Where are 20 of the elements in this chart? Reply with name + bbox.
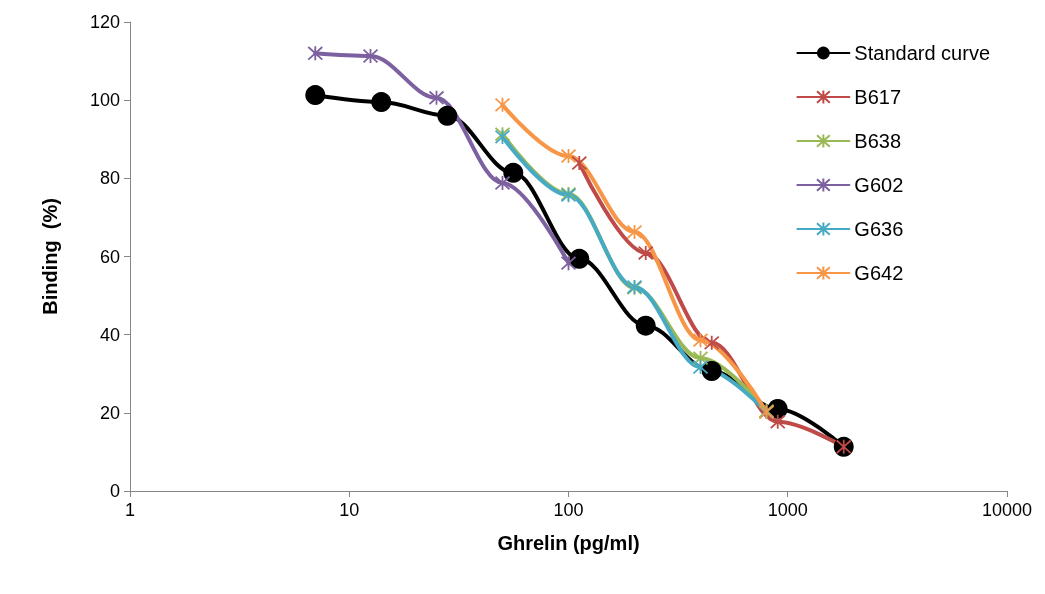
y-tick-label: 60 xyxy=(99,246,120,267)
x-tick-label: 10000 xyxy=(981,500,1033,520)
y-tick-label: 80 xyxy=(99,168,120,189)
legend-label: G642 xyxy=(854,262,904,284)
x-tick-label: 100 xyxy=(553,500,584,520)
legend-label: G602 xyxy=(854,174,904,196)
x-tick-label: 10 xyxy=(339,500,360,520)
y-tick-label: 120 xyxy=(89,12,120,32)
x-axis-title: Ghrelin (pg/ml) xyxy=(497,532,640,554)
y-tick-label: 100 xyxy=(89,90,120,111)
y-tick-label: 20 xyxy=(99,402,120,423)
y-tick-label: 40 xyxy=(99,324,120,345)
legend-label: B638 xyxy=(854,130,902,152)
y-axis-title: Binding (%) xyxy=(39,198,61,315)
x-tick-label: 1000 xyxy=(767,500,808,520)
legend-label: G636 xyxy=(854,218,904,240)
legend-label: B617 xyxy=(854,86,902,108)
y-tick-label: 0 xyxy=(109,481,120,501)
x-tick-label: 1 xyxy=(124,500,136,520)
legend-label: Standard curve xyxy=(854,42,991,64)
